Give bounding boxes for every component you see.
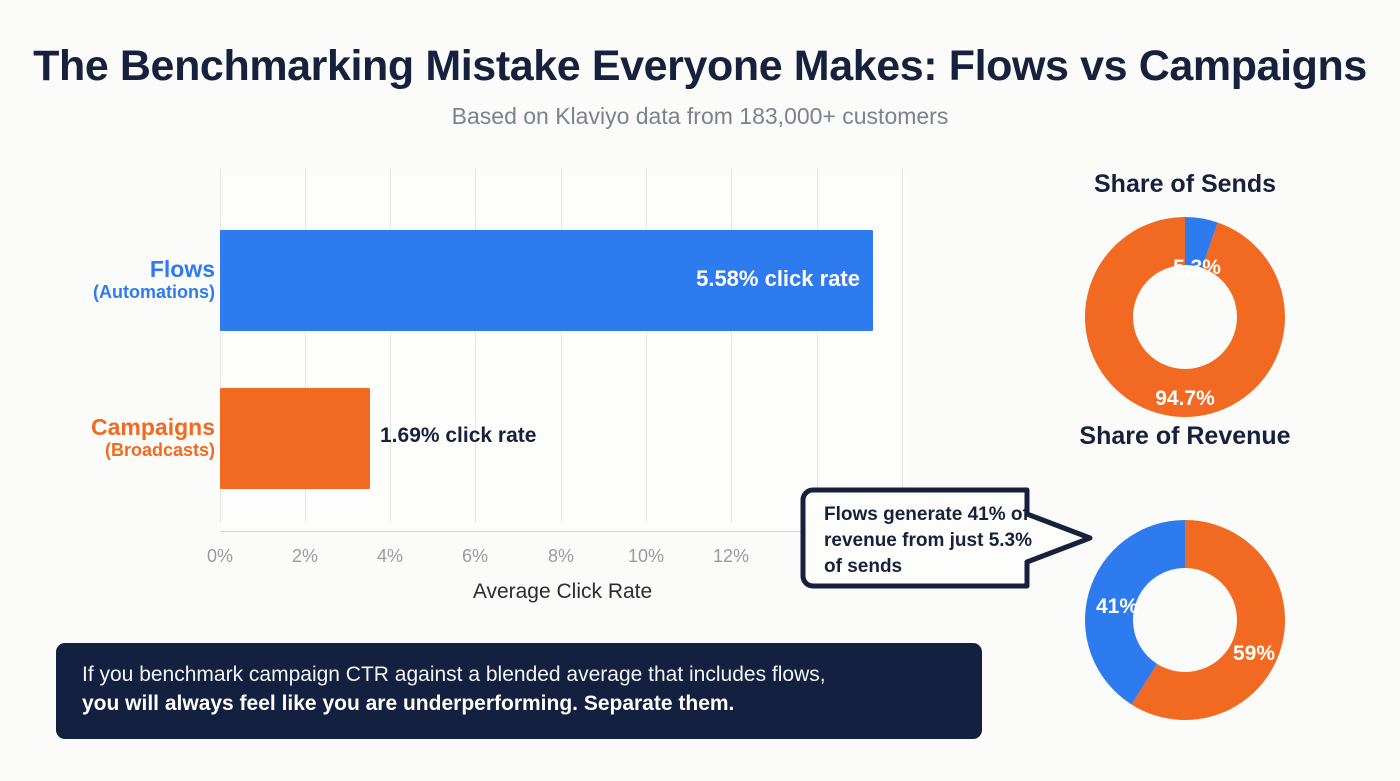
category-label-campaigns-sub: (Broadcasts) <box>104 440 215 461</box>
callout-annotation: Flows generate 41% of revenue from just … <box>800 478 1100 598</box>
x-tick-label: 0% <box>206 546 234 566</box>
gridline <box>646 168 647 523</box>
gridline <box>390 168 391 523</box>
gridline <box>220 168 221 523</box>
x-tick-label: 12% <box>712 546 750 566</box>
donut-label-campaigns: 59% <box>1233 642 1275 665</box>
bar-value-flows: 5.58% click rate <box>696 266 860 291</box>
donut-label-flows: 5.3% <box>1173 256 1221 279</box>
category-label-flows-sub: (Automations) <box>93 282 215 303</box>
bar-flows <box>220 230 873 331</box>
header: The Benchmarking Mistake Everyone Makes:… <box>0 42 1400 130</box>
donut-title-share-of-sends: Share of Sends <box>1094 170 1276 198</box>
category-label-flows: Flows (Automations) <box>55 256 215 304</box>
donut-svg-share-of-revenue: 41% 59% <box>1085 520 1286 720</box>
bar-chart: 5.58% click rate 1.69% click rate Flows … <box>55 168 955 618</box>
x-axis-line <box>220 531 905 532</box>
callout-bubble <box>800 487 1093 589</box>
gridline <box>817 168 818 523</box>
donut-label-flows: 41% <box>1096 595 1138 618</box>
x-tick-label: 4% <box>376 546 404 566</box>
bottom-banner: If you benchmark campaign CTR against a … <box>56 643 982 739</box>
gridline <box>561 168 562 523</box>
donut-hole <box>1133 568 1237 672</box>
gridline <box>475 168 476 523</box>
donut-svg-share-of-sends: 5.3% 94.7% <box>1084 217 1285 417</box>
donut-label-campaigns: 94.7% <box>1155 387 1215 410</box>
donut-title-share-of-revenue: Share of Revenue <box>1079 422 1291 450</box>
gridline <box>731 168 732 523</box>
category-label-flows-main: Flows <box>149 256 215 282</box>
banner-line-1: If you benchmark campaign CTR against a … <box>82 663 826 686</box>
category-label-campaigns: Campaigns (Broadcasts) <box>55 414 215 462</box>
x-tick-label: 2% <box>291 546 319 566</box>
callout-text: Flows generate 41% of revenue from just … <box>824 504 1033 578</box>
gridline <box>902 168 903 523</box>
donut-hole <box>1133 265 1237 369</box>
x-axis-title: Average Click Rate <box>472 580 653 603</box>
banner-line-2: you will always feel like you are underp… <box>82 692 735 716</box>
page-title: The Benchmarking Mistake Everyone Makes:… <box>33 42 1367 90</box>
x-tick-label: 6% <box>461 546 489 566</box>
x-tick-label: 8% <box>547 546 575 566</box>
page-subtitle: Based on Klaviyo data from 183,000+ cust… <box>451 103 949 130</box>
bar-campaigns <box>220 388 370 489</box>
callout-shape <box>800 487 1093 589</box>
category-label-campaigns-main: Campaigns <box>91 414 215 440</box>
bar-value-campaigns: 1.69% click rate <box>380 424 537 447</box>
gridline <box>305 168 306 523</box>
x-tick-label: 10% <box>627 546 665 566</box>
